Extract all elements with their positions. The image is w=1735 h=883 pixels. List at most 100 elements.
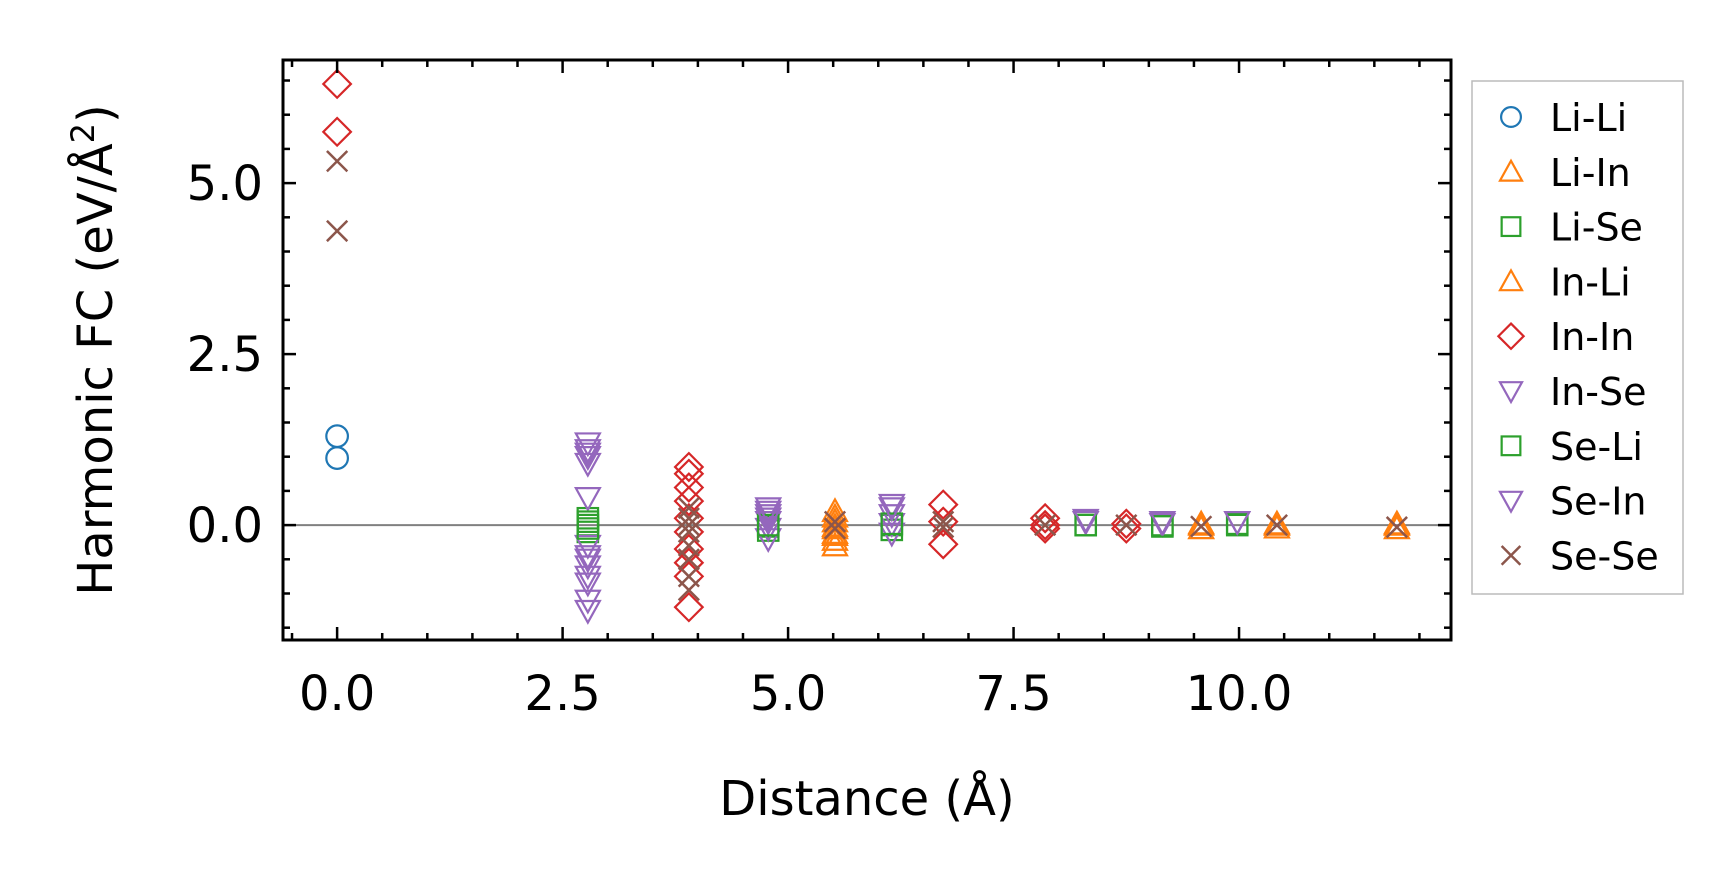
data-point-in-se <box>877 504 906 530</box>
data-point-in-se <box>573 445 602 471</box>
legend-entry-li-li: Li-Li <box>1499 96 1627 140</box>
data-point-in-in <box>321 68 353 100</box>
legend-marker-li-in <box>1498 158 1524 182</box>
data-point-se-in <box>754 507 783 533</box>
data-point-li-se <box>1225 512 1249 536</box>
data-point-se-in <box>877 497 906 523</box>
data-point-se-se <box>677 496 700 520</box>
data-point-in-in <box>673 451 705 483</box>
legend: Li-Li Li-In Li-Se In-Li In-In In-Se Se-Li Se-In… <box>1471 80 1684 595</box>
legend-label-li-in: Li-In <box>1550 151 1631 195</box>
legend-entry-in-se: In-Se <box>1498 370 1647 414</box>
legend-label-li-li: Li-Li <box>1550 96 1627 140</box>
y-axis-label-main: Harmonic FC (eV/Å <box>67 143 124 596</box>
plot-area-frame <box>281 58 1453 642</box>
y-axis-label-superscript: 2 <box>64 123 102 143</box>
x-tick-label: 0.0 <box>299 666 375 722</box>
data-point-se-se <box>823 517 847 540</box>
data-point-in-in <box>1110 508 1142 540</box>
data-point-in-in <box>927 489 959 520</box>
y-axis-label: Harmonic FC (eV/Å2) <box>64 104 124 596</box>
data-point-in-se <box>754 510 783 536</box>
series-se-li <box>576 510 1249 540</box>
data-point-se-se <box>823 510 847 533</box>
data-point-li-in <box>1383 514 1411 540</box>
data-point-in-se <box>573 439 602 465</box>
legend-marker-li-li <box>1499 105 1522 128</box>
legend-marker-in-li <box>1498 268 1524 292</box>
legend-marker-se-li <box>1500 435 1522 457</box>
data-point-li-li <box>325 446 350 470</box>
legend-label-se-li: Se-Li <box>1550 425 1643 469</box>
data-point-se-in <box>573 548 602 574</box>
data-point-se-in <box>573 442 602 468</box>
data-point-se-li <box>1151 515 1174 538</box>
data-point-se-in <box>1071 508 1100 534</box>
data-point-se-se <box>677 514 700 537</box>
data-point-se-li <box>1074 513 1098 537</box>
data-point-se-se <box>1190 515 1213 538</box>
legend-label-li-se: Li-Se <box>1550 206 1643 250</box>
legend-entry-se-in: Se-In <box>1498 480 1647 524</box>
data-point-li-in <box>821 525 849 551</box>
legend-label-in-in: In-In <box>1550 315 1634 359</box>
data-point-in-se <box>573 572 602 598</box>
data-point-in-in <box>673 485 705 517</box>
data-point-in-li <box>821 512 849 538</box>
x-tick-label: 2.5 <box>524 666 600 722</box>
series-se-in <box>573 442 1252 591</box>
data-point-in-in <box>1110 513 1142 544</box>
data-point-se-li <box>756 513 780 537</box>
legend-entry-li-in: Li-In <box>1498 151 1631 195</box>
legend-entry-in-li: In-Li <box>1498 260 1631 304</box>
data-point-se-se <box>932 516 955 539</box>
data-point-in-se <box>573 599 602 625</box>
data-point-se-se <box>932 510 955 533</box>
legend-label-se-in: Se-In <box>1550 480 1647 524</box>
legend-marker-se-in <box>1498 490 1524 514</box>
data-point-in-in <box>673 472 705 503</box>
data-point-se-se <box>677 548 700 571</box>
x-tick-label: 5.0 <box>750 666 826 722</box>
data-point-se-in <box>573 565 602 591</box>
data-point-se-li <box>576 517 600 540</box>
legend-label-in-li: In-Li <box>1550 260 1631 304</box>
data-point-se-se <box>1265 514 1289 537</box>
x-tick-label: 7.5 <box>975 666 1051 722</box>
series-li-li <box>325 424 350 470</box>
y-tick-label: 0.0 <box>187 498 263 554</box>
data-point-in-in <box>321 116 353 148</box>
data-point-in-se <box>573 452 602 478</box>
series-in-in <box>321 68 1142 623</box>
legend-marker-in-se <box>1498 381 1524 405</box>
data-point-se-in <box>1148 510 1177 536</box>
legend-marker-se-se <box>1500 545 1522 566</box>
data-point-in-li <box>1187 510 1216 536</box>
series-in-se <box>573 432 1252 625</box>
legend-entry-in-in: In-In <box>1496 315 1634 359</box>
data-point-se-se <box>677 578 700 602</box>
data-point-se-se <box>1034 514 1057 537</box>
data-point-se-li <box>880 512 904 536</box>
x-tick-label: 10.0 <box>1186 666 1293 722</box>
data-point-in-li <box>821 519 849 545</box>
data-point-in-li <box>1383 510 1411 536</box>
data-point-li-in <box>1187 514 1216 540</box>
data-point-in-li <box>1263 510 1291 536</box>
data-point-in-in <box>927 528 959 560</box>
y-tick-label: 5.0 <box>187 156 263 212</box>
series-se-se <box>326 150 1408 602</box>
data-point-in-in <box>673 591 705 623</box>
y-tick-label: 2.5 <box>187 327 263 383</box>
legend-label-in-se: In-Se <box>1550 370 1647 414</box>
data-point-in-in <box>1029 509 1061 541</box>
data-point-se-se <box>1385 516 1408 539</box>
y-axis-label-close: ) <box>68 104 124 123</box>
data-point-li-in <box>1263 513 1291 539</box>
data-point-li-in <box>821 531 849 557</box>
data-point-in-se <box>754 504 783 530</box>
data-point-se-in <box>754 500 783 526</box>
data-point-li-li <box>325 424 350 449</box>
